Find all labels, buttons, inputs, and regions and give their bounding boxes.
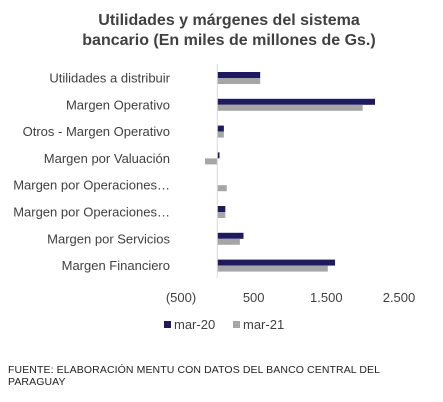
category-label: Margen Financiero — [62, 258, 170, 273]
x-tick-label: (500) — [166, 290, 196, 305]
legend-label-mar-20: mar-20 — [174, 317, 215, 332]
category-label: Margen por Operaciones… — [13, 205, 170, 220]
bar-mar-21 — [217, 78, 261, 84]
category-label: Utilidades a distribuir — [49, 71, 170, 86]
bar-mar-20 — [217, 152, 220, 159]
legend-swatch-mar-21 — [233, 321, 240, 328]
category-label: Otros - Margen Operativo — [23, 124, 170, 139]
bar-mar-21 — [217, 131, 224, 138]
bar-mar-20 — [217, 206, 226, 212]
bar-mar-20 — [217, 125, 224, 132]
bar-mar-20 — [217, 72, 261, 78]
bar-chart: Utilidades y márgenes del sistema bancar… — [13, 12, 416, 332]
legend: mar-20 mar-21 — [164, 317, 284, 332]
bar-mar-21 — [217, 212, 226, 218]
x-tick-label: 1.500 — [310, 290, 343, 305]
source-note: FUENTE: ELABORACIÓN MENTU CON DATOS DEL … — [8, 364, 380, 388]
bar-mar-20 — [217, 98, 376, 105]
bar-mar-21 — [217, 185, 227, 192]
category-label: Margen Operativo — [66, 97, 170, 112]
chart-title-line-1: Utilidades y márgenes del sistema — [98, 12, 360, 29]
chart-title-line-2: bancario (En miles de millones de Gs.) — [82, 32, 375, 49]
bar-mar-21 — [217, 104, 363, 111]
x-tick-label: 2.500 — [383, 290, 416, 305]
legend-label-mar-21: mar-21 — [243, 317, 284, 332]
x-tick-label: 500 — [243, 290, 265, 305]
bar-mar-21 — [217, 265, 328, 272]
category-label: Margen por Valuación — [44, 151, 170, 166]
bar-mar-21 — [204, 158, 218, 165]
bar-mar-20 — [217, 259, 336, 266]
bar-mar-21 — [217, 238, 240, 245]
category-label: Margen por Servicios — [47, 231, 170, 246]
category-label: Margen por Operaciones… — [13, 178, 170, 193]
bar-mar-20 — [217, 232, 244, 239]
legend-swatch-mar-20 — [164, 321, 171, 328]
